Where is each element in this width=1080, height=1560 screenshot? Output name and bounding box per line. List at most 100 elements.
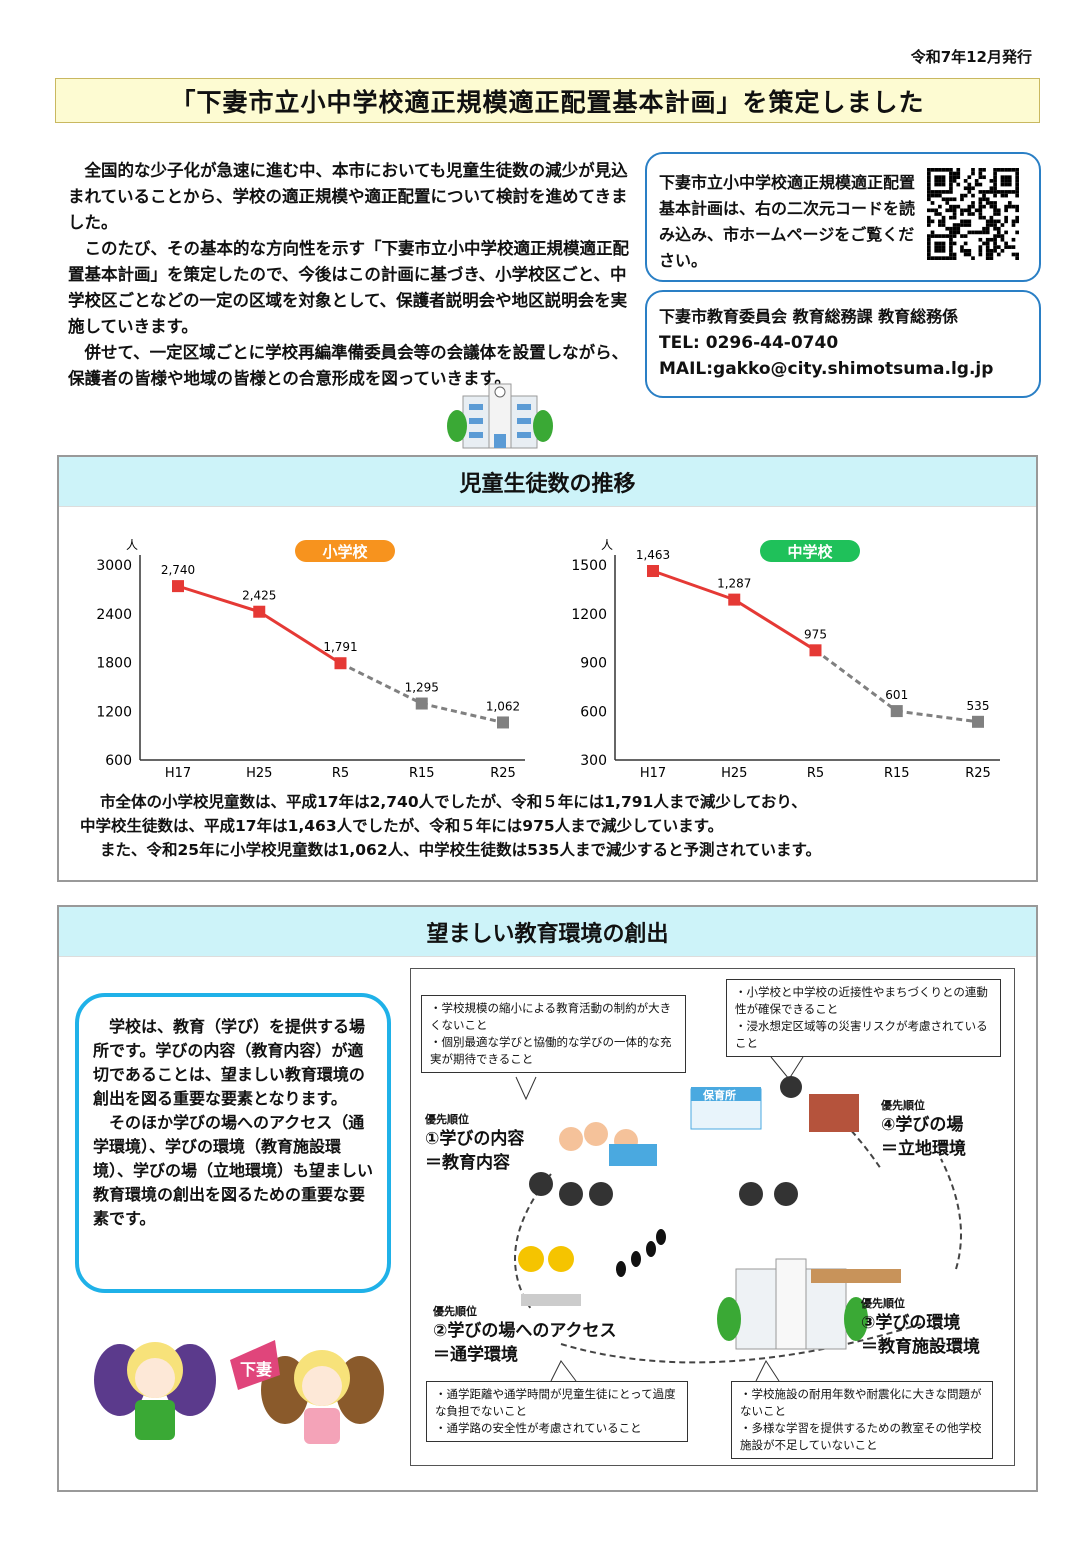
- data-label: 1,791: [323, 640, 357, 654]
- priority-sub: ＝立地環境: [881, 1139, 966, 1159]
- x-tick-label: R5: [332, 766, 349, 781]
- y-tick-label: 2400: [96, 607, 132, 623]
- data-label: 1,463: [636, 548, 670, 562]
- actual-line-segment: [258, 610, 342, 665]
- data-point: [334, 657, 347, 670]
- data-label: 975: [804, 627, 827, 641]
- priority-name: ④学びの場: [881, 1115, 964, 1135]
- qr-info-box: 下妻市立小中学校適正規模適正配置基本計画は、右の二次元コードを読み込み、市ホーム…: [645, 152, 1041, 282]
- x-tick-label: R15: [884, 766, 910, 781]
- x-tick-label: R25: [490, 766, 516, 781]
- y-tick-label: 1200: [571, 607, 607, 623]
- priority-name: ②学びの場へのアクセス: [433, 1321, 617, 1341]
- x-tick-label: H17: [165, 766, 191, 781]
- issue-date: 令和7年12月発行: [910, 48, 1032, 66]
- y-tick-label: 300: [580, 753, 607, 769]
- y-tick-label: 1500: [571, 558, 607, 574]
- note: ・個別最適な学びと協働的な学びの一体的な充実が期待できること: [430, 1035, 672, 1066]
- callout-p2: ・通学距離や通学時間が児童生徒にとって過度な負担でないこと ・通学路の安全性が考…: [426, 1381, 688, 1442]
- data-point: [497, 716, 509, 729]
- priority-sub: ＝通学環境: [433, 1345, 518, 1365]
- explanation-bubble: 学校は、教育（学び）を提供する場所です。学びの内容（教育内容）が適切であることは…: [75, 993, 391, 1293]
- data-point: [647, 565, 659, 578]
- section-title: 児童生徒数の推移: [59, 457, 1036, 507]
- contact-box: 下妻市教育委員会 教育総務課 教育総務係 TEL: 0296-44-0740 M…: [645, 290, 1041, 398]
- data-point: [809, 644, 822, 657]
- data-label: 1,287: [717, 577, 751, 591]
- data-point: [415, 697, 428, 710]
- x-tick-label: H25: [721, 766, 747, 781]
- bubble-paragraph: 学校は、教育（学び）を提供する場所です。学びの内容（教育内容）が適切であることは…: [93, 1017, 366, 1108]
- priority-name: ③学びの環境: [861, 1313, 961, 1333]
- note: ・浸水想定区域等の災害リスクが考慮されていること: [735, 1019, 988, 1050]
- x-tick-label: R15: [409, 766, 435, 781]
- priority-4: 優先順位 ④学びの場 ＝立地環境: [881, 1097, 966, 1161]
- junior-high-chart: 人 300 600 900 1200 1500 H17 H25 R5 R15 R25 中学校 1,463…: [571, 538, 1000, 781]
- x-tick-label: H25: [246, 766, 272, 781]
- note: ・学校規模の縮小による教育活動の制約が大きくないこと: [430, 1001, 672, 1032]
- note: ・通学距離や通学時間が児童生徒にとって過度な負担でないこと: [435, 1387, 676, 1418]
- y-tick-label: 3000: [96, 558, 132, 574]
- contact-tel: TEL: 0296-44-0740: [659, 333, 839, 353]
- data-point: [728, 593, 741, 606]
- note: ・多様な学習を提供するための教室その他学校施設が不足していないこと: [740, 1421, 982, 1452]
- nursery-sign: 保育所: [702, 1088, 736, 1102]
- y-tick-label: 1200: [96, 704, 132, 720]
- y-tick-label: 900: [580, 656, 607, 672]
- priority-label: 優先順位: [425, 1113, 469, 1126]
- x-tick-label: H17: [640, 766, 666, 781]
- qr-code-icon[interactable]: [927, 168, 1019, 260]
- data-label: 535: [967, 699, 990, 713]
- priority-2: 優先順位 ②学びの場へのアクセス ＝通学環境: [433, 1303, 617, 1367]
- projected-line-segment: [421, 702, 504, 724]
- enrollment-trend-section: 児童生徒数の推移: [57, 455, 1038, 882]
- data-label: 1,295: [405, 681, 439, 695]
- note: ・小学校と中学校の近接性やまちづくりとの連動性が確保できること: [735, 985, 988, 1016]
- summary-line: 中学校生徒数は、平成17年は1,463人でしたが、令和５年には975人まで減少し…: [80, 817, 724, 835]
- data-label: 601: [885, 688, 908, 702]
- chart-title: 小学校: [322, 543, 368, 561]
- mascot-flag-text: 下妻: [240, 1360, 272, 1379]
- bubble-paragraph: そのほか学びの場へのアクセス（通学環境）、学びの環境（教育施設環境）、学びの場（…: [93, 1113, 374, 1228]
- mascot-illustration: 下妻: [94, 1340, 384, 1444]
- data-label: 1,062: [486, 699, 520, 713]
- page-title: 「下妻市立小中学校適正規模適正配置基本計画」を策定しました: [55, 78, 1040, 123]
- y-tick-label: 600: [580, 704, 607, 720]
- data-point: [172, 580, 184, 593]
- summary-line: また、令和25年に小学校児童数は1,062人、中学校生徒数は535人まで減少する…: [100, 841, 821, 859]
- chart-title: 中学校: [787, 543, 833, 561]
- actual-line-segment: [652, 569, 735, 602]
- projected-line-segment: [896, 709, 979, 724]
- note: ・通学路の安全性が考慮されていること: [435, 1421, 642, 1435]
- y-tick-label: 600: [105, 753, 132, 769]
- contact-mail[interactable]: MAIL:gakko@city.shimotsuma.lg.jp: [659, 359, 994, 379]
- chart-title-pill: [295, 540, 395, 562]
- note: ・学校施設の耐用年数や耐震化に大きな問題がないこと: [740, 1387, 982, 1418]
- priority-label: 優先順位: [861, 1297, 905, 1310]
- callout-p1: ・学校規模の縮小による教育活動の制約が大きくないこと ・個別最適な学びと協働的な…: [421, 995, 686, 1073]
- x-tick-label: R5: [807, 766, 824, 781]
- callout-p3: ・学校施設の耐用年数や耐震化に大きな問題がないこと ・多様な学習を提供するための…: [731, 1381, 993, 1459]
- priority-3: 優先順位 ③学びの環境 ＝教育施設環境: [861, 1295, 980, 1359]
- y-axis-unit: 人: [601, 538, 613, 552]
- intro-text: 全国的な少子化が急速に進む中、本市においても児童生徒数の減少が見込まれていること…: [68, 158, 633, 392]
- people-illustrations: 保育所: [518, 1076, 901, 1350]
- school-building-icon: [447, 383, 553, 449]
- data-point: [890, 705, 903, 718]
- data-label: 2,740: [161, 563, 195, 577]
- priority-sub: ＝教育施設環境: [861, 1337, 980, 1357]
- section-title: 望ましい教育環境の創出: [59, 907, 1036, 957]
- contact-dept: 下妻市教育委員会 教育総務課 教育総務係: [659, 307, 959, 326]
- data-label: 2,425: [242, 589, 276, 603]
- x-tick-label: R25: [965, 766, 991, 781]
- intro-paragraph: 全国的な少子化が急速に進む中、本市においても児童生徒数の減少が見込まれていること…: [68, 161, 628, 232]
- priority-1: 優先順位 ①学びの内容 ＝教育内容: [425, 1111, 524, 1175]
- elementary-chart: 人 600 1200 1800 2400 3000 H17 H25 R5 R15 R25 小学校 2,7…: [96, 538, 525, 781]
- chart-title-pill: [760, 540, 860, 562]
- actual-line-segment: [733, 598, 817, 652]
- qr-text: 下妻市立小中学校適正規模適正配置基本計画は、右の二次元コードを読み込み、市ホーム…: [659, 173, 916, 270]
- actual-line-segment: [177, 584, 260, 614]
- data-point: [253, 605, 266, 618]
- priority-label: 優先順位: [433, 1305, 477, 1318]
- projected-line-segment: [339, 661, 423, 705]
